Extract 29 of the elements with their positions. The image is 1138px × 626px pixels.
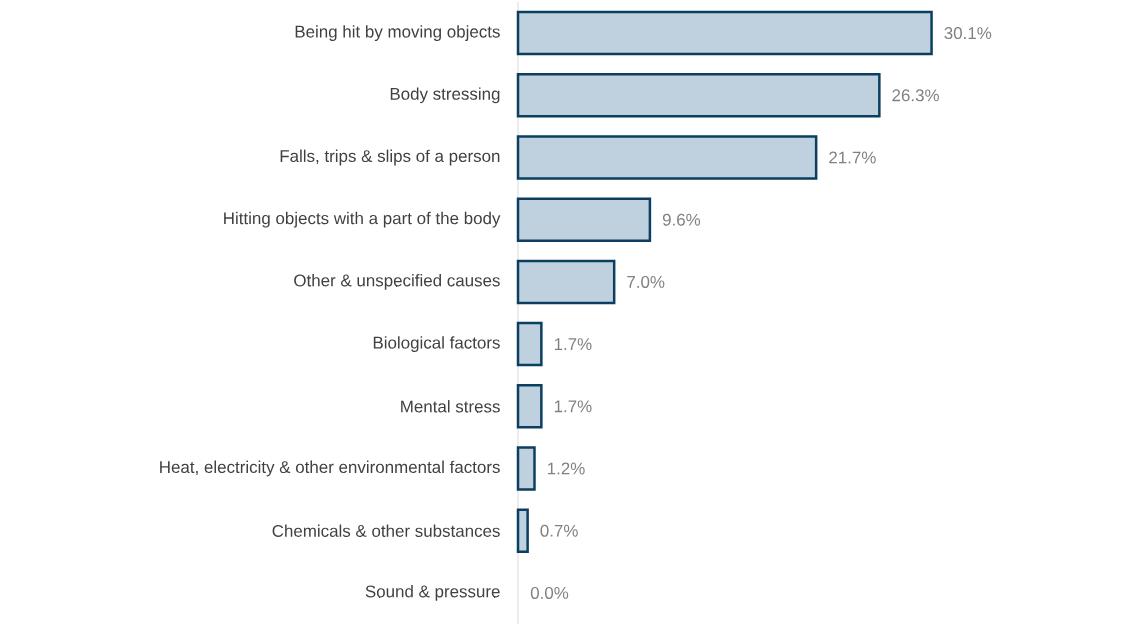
bar [516,10,933,56]
bar [516,197,652,242]
data-label: 9.6% [662,213,701,226]
data-label: 21.7% [829,151,876,164]
data-label: 1.7% [554,338,592,351]
bar [516,73,881,118]
y-tick-label: Heat, electricity & other environmental factors [160,460,500,477]
y-tick-label: Falls, trips & slips of a person [280,149,500,166]
y-tick-label: Being hit by moving objects [295,25,500,41]
bar [516,259,616,305]
data-label: 0.0% [530,586,569,599]
data-label: 0.7% [540,524,578,537]
y-tick-label: Biological factors [373,336,500,352]
data-label: 30.1% [944,27,992,40]
y-tick-label: Mental stress [401,400,500,413]
y-tick-label: Chemicals & other substances [272,524,500,537]
y-tick-label: Sound & pressure [365,585,500,601]
bar [516,135,818,180]
y-tick-label: Other & unspecified causes [294,274,500,290]
bar [516,508,529,553]
bar [516,384,543,429]
bar [516,446,536,491]
y-tick-label: Body stressing [390,87,500,104]
data-label: 26.3% [892,89,939,102]
bar [516,321,543,367]
data-label: 7.0% [627,275,665,288]
data-label: 1.7% [554,400,592,413]
data-label: 1.2% [547,462,585,475]
y-tick-label: Hitting objects with a part of the body [224,211,501,228]
